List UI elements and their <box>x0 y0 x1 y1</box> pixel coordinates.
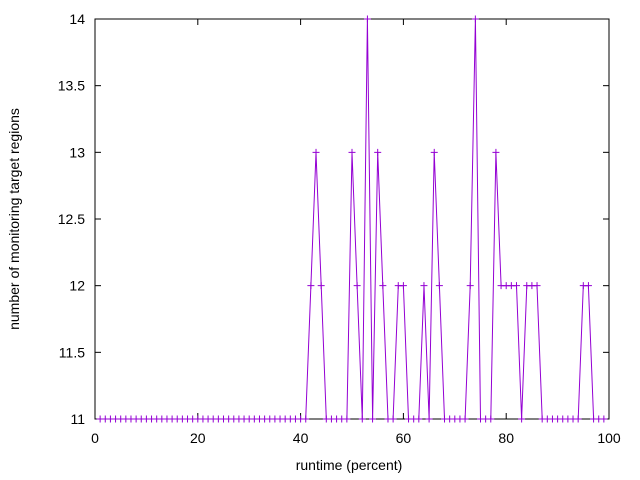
data-point-marker <box>430 148 438 156</box>
y-tick-label: 12 <box>69 278 85 294</box>
series-layer <box>96 15 608 423</box>
data-point-marker <box>435 282 443 290</box>
data-point-marker <box>471 15 479 23</box>
data-point-marker <box>399 282 407 290</box>
data-point-marker <box>574 415 582 423</box>
data-point-marker <box>353 282 361 290</box>
data-point-marker <box>343 415 351 423</box>
y-tick-label: 11 <box>70 411 85 427</box>
data-point-marker <box>374 148 382 156</box>
y-axis-title: number of monitoring target regions <box>6 108 22 330</box>
data-point-marker <box>600 415 608 423</box>
x-tick-label: 40 <box>293 430 309 446</box>
x-tick-label: 60 <box>396 430 412 446</box>
data-point-marker <box>415 415 423 423</box>
data-point-marker <box>312 148 320 156</box>
data-point-marker <box>307 282 315 290</box>
data-point-marker <box>348 148 356 156</box>
data-point-marker <box>492 148 500 156</box>
data-point-marker <box>317 282 325 290</box>
y-tick-label: 12.5 <box>58 211 85 227</box>
x-tick-label: 20 <box>190 430 206 446</box>
data-point-marker <box>389 415 397 423</box>
data-point-marker <box>518 415 526 423</box>
x-axis-title: runtime (percent) <box>296 457 403 473</box>
data-point-marker <box>420 282 428 290</box>
y-tick-label: 13 <box>69 144 85 160</box>
data-point-marker <box>358 415 366 423</box>
data-point-marker <box>302 415 310 423</box>
data-point-marker <box>533 282 541 290</box>
data-point-marker <box>512 282 520 290</box>
data-point-marker <box>369 415 377 423</box>
y-tick-label: 11.5 <box>59 344 85 360</box>
data-point-marker <box>379 282 387 290</box>
data-point-marker <box>466 282 474 290</box>
x-tick-label: 80 <box>498 430 514 446</box>
data-point-marker <box>487 415 495 423</box>
data-point-marker <box>363 15 371 23</box>
data-point-marker <box>584 282 592 290</box>
y-axis-ticks: 11 11.5 12 12.5 13 13.5 14 <box>58 11 609 427</box>
y-tick-label: 13.5 <box>58 78 85 94</box>
plot-frame <box>94 18 610 420</box>
x-axis-ticks: 0 20 40 60 80 100 <box>91 19 621 446</box>
x-tick-label: 0 <box>91 430 99 446</box>
y-tick-label: 14 <box>69 11 85 27</box>
data-point-marker <box>425 415 433 423</box>
x-tick-label: 100 <box>597 430 621 446</box>
series-line <box>100 18 604 420</box>
data-point-marker <box>461 415 469 423</box>
